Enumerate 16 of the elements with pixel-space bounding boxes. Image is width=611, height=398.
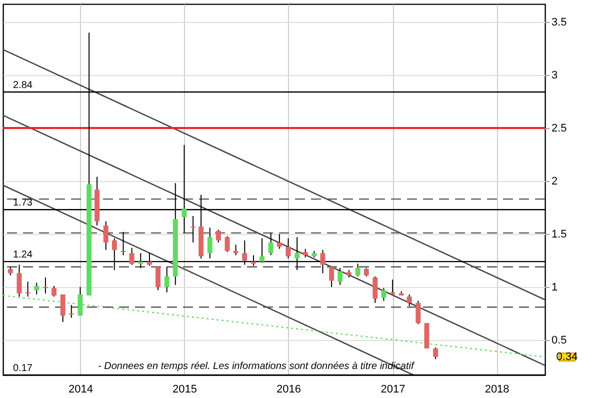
y-tick-label: 3: [552, 70, 558, 82]
y-tick-label: 2.5: [552, 122, 567, 135]
x-tick-label: 2016: [276, 384, 301, 396]
x-tick-label: 2015: [172, 384, 197, 396]
x-tick-label: 2014: [68, 384, 93, 396]
ref-line-label: 1.73: [13, 198, 33, 209]
ref-line-label: 2.84: [13, 80, 33, 91]
x-tick-label: 2017: [380, 384, 406, 396]
y-tick-label: 3.5: [552, 16, 567, 29]
ref-line-label: 0.17: [13, 363, 33, 374]
y-tick-label: 1.5: [552, 228, 567, 241]
y-tick-label: 0.5: [552, 334, 567, 347]
ref-line-label: 1.24: [13, 250, 33, 261]
y-tick-label: 2: [552, 176, 558, 188]
x-tick-label: 2018: [484, 384, 510, 396]
y-tick-label: 1: [552, 282, 558, 294]
